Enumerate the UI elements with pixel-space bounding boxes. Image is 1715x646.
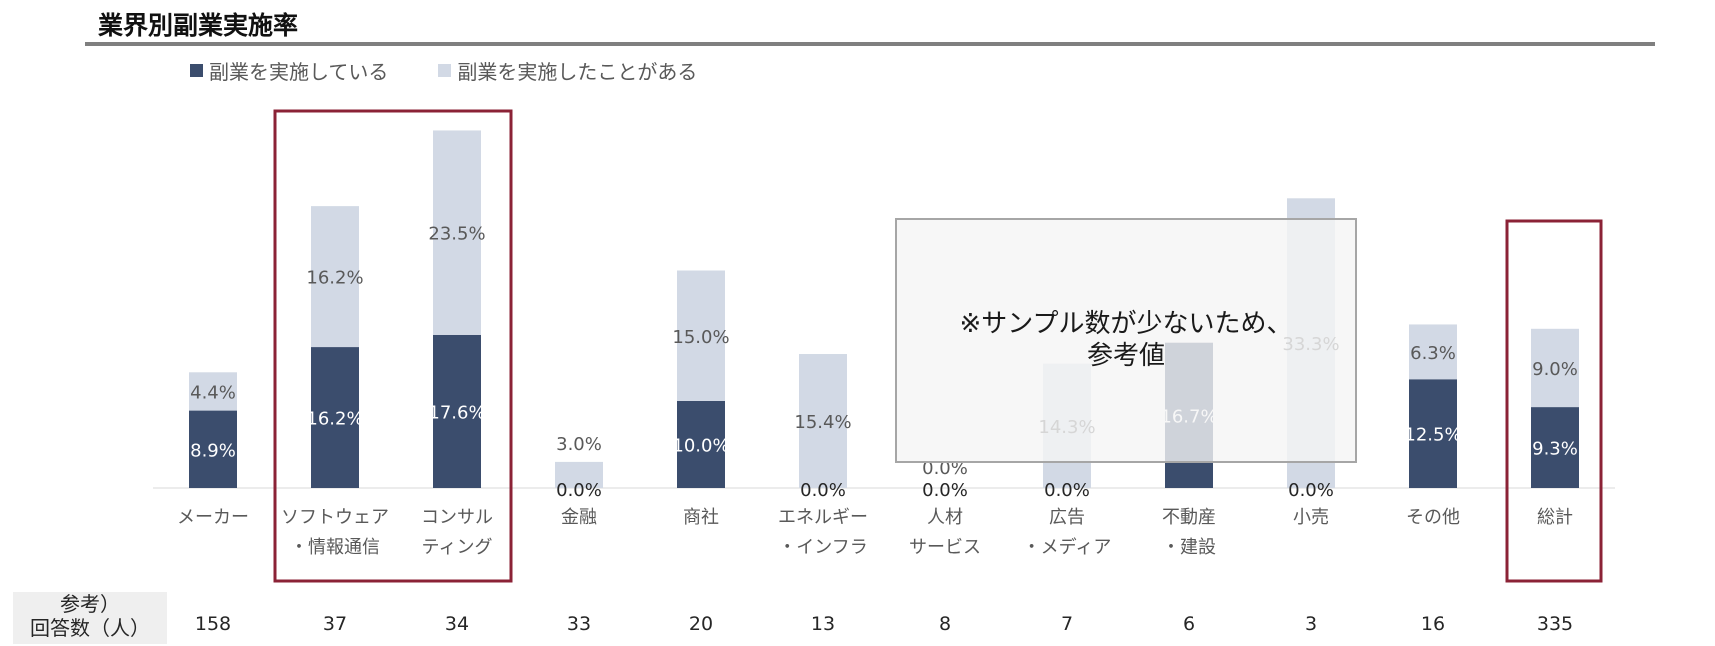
- data-label-doing: 16.2%: [306, 409, 363, 430]
- data-label-done: 16.2%: [306, 268, 363, 289]
- category-label: ・情報通信: [290, 537, 380, 558]
- bar-doing: [189, 410, 237, 488]
- data-label-doing: 0.0%: [556, 480, 602, 501]
- respondent-count: 13: [811, 613, 835, 635]
- chart-legend: 副業を実施している 副業を実施したことがある: [190, 56, 697, 85]
- bar-done: [555, 461, 603, 488]
- data-label-done: 15.0%: [672, 327, 729, 348]
- bar-done: [1409, 324, 1457, 380]
- data-label-doing: 0.0%: [1044, 480, 1090, 501]
- respondents-label-line1: 参考）: [60, 592, 120, 616]
- respondent-count: 33: [567, 613, 591, 635]
- respondent-count: 158: [195, 613, 231, 635]
- sample-note: ※サンプル数が少ないため、 参考値: [895, 308, 1357, 372]
- bar-doing: [1531, 407, 1579, 488]
- data-label-doing: 8.9%: [190, 440, 236, 461]
- data-label-done: 4.4%: [190, 382, 236, 403]
- data-label-doing: 0.0%: [922, 480, 968, 501]
- category-label: サービス: [909, 537, 981, 558]
- respondent-count: 37: [323, 613, 347, 635]
- bar-doing: [433, 334, 481, 488]
- bar-doing: [1409, 379, 1457, 488]
- category-label: 小売: [1293, 507, 1329, 528]
- respondents-label-line2: 回答数（人）: [30, 616, 150, 640]
- bar-done: [433, 130, 481, 335]
- bar-done: [1531, 328, 1579, 408]
- category-label: 広告: [1049, 507, 1085, 528]
- data-label-doing: 17.6%: [428, 402, 485, 423]
- category-label: ・建設: [1162, 537, 1216, 558]
- respondent-count: 34: [445, 613, 469, 635]
- data-label-doing: 0.0%: [1288, 480, 1334, 501]
- sample-note-line2: 参考値: [1086, 341, 1165, 371]
- data-label-done: 15.4%: [794, 412, 851, 433]
- bar-done: [311, 206, 359, 348]
- category-label: その他: [1406, 507, 1460, 528]
- data-label-doing: 12.5%: [1404, 425, 1461, 446]
- data-label-doing: 9.3%: [1532, 439, 1578, 460]
- category-label: ソフトウェア: [281, 507, 389, 528]
- respondent-count: 7: [1061, 613, 1073, 635]
- data-label-done: 23.5%: [428, 224, 485, 245]
- legend-item-done: 副業を実施したことがある: [438, 56, 697, 85]
- sample-note-line1: ※サンプル数が少ないため、: [959, 309, 1293, 339]
- legend-label-doing: 副業を実施している: [209, 60, 389, 84]
- category-label: 総計: [1537, 507, 1573, 528]
- respondent-count: 16: [1421, 613, 1445, 635]
- data-label-done: 9.0%: [1532, 359, 1578, 380]
- bar-done: [677, 270, 725, 401]
- highlight-box-total: [1505, 219, 1603, 583]
- category-label: 不動産: [1162, 507, 1216, 528]
- category-label: 商社: [683, 507, 719, 528]
- data-label-done: 0.0%: [922, 458, 968, 479]
- bar-done: [189, 372, 237, 411]
- legend-item-doing: 副業を実施している: [190, 56, 388, 85]
- category-label: 金融: [561, 507, 597, 528]
- data-label-doing: 0.0%: [800, 480, 846, 501]
- respondents-label: 参考） 回答数（人）: [13, 592, 167, 644]
- category-label: メーカー: [177, 507, 249, 528]
- highlight-box-tech-consulting: [273, 109, 513, 583]
- category-label: ・インフラ: [778, 537, 867, 558]
- legend-swatch-doing: [190, 64, 203, 77]
- data-label-done: 6.3%: [1410, 343, 1456, 364]
- category-label: コンサル: [421, 507, 493, 528]
- respondent-count: 6: [1183, 613, 1195, 635]
- sample-note-box: [895, 218, 1357, 463]
- data-label-done: 3.0%: [556, 434, 602, 455]
- category-label: ティング: [422, 537, 493, 558]
- respondent-count: 8: [939, 613, 951, 635]
- category-label: エネルギー: [778, 507, 868, 528]
- respondent-count: 335: [1537, 613, 1573, 635]
- legend-label-done: 副業を実施したことがある: [457, 60, 698, 84]
- respondent-count: 20: [689, 613, 713, 635]
- data-label-doing: 10.0%: [672, 436, 729, 457]
- title-rule: [85, 42, 1655, 46]
- bar-done: [799, 354, 847, 488]
- bar-doing: [311, 347, 359, 488]
- bar-doing: [677, 401, 725, 488]
- category-label: 人材: [927, 507, 963, 528]
- chart-title: 業界別副業実施率: [98, 11, 299, 40]
- legend-swatch-done: [438, 64, 452, 77]
- category-label: ・メディア: [1023, 537, 1112, 558]
- respondent-count: 3: [1305, 613, 1317, 635]
